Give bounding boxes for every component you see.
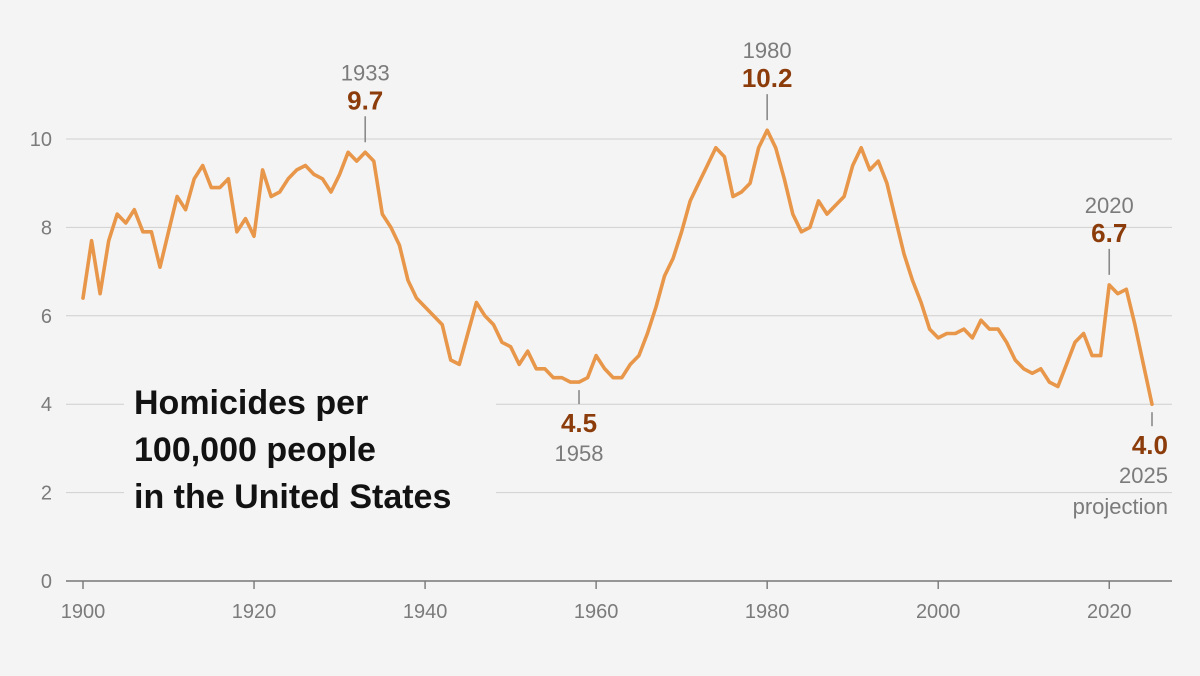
x-tick-label: 1940 [403, 601, 448, 623]
annotation-year: 2020 [1085, 193, 1134, 218]
y-tick-label: 0 [41, 571, 52, 593]
annotation-note: projection [1073, 494, 1168, 519]
series-layer [81, 128, 1154, 407]
y-tick-label: 2 [41, 483, 52, 505]
x-tick-label: 1980 [745, 601, 790, 623]
annotation-value: 4.0 [1132, 430, 1168, 460]
x-tick-label: 1920 [232, 601, 277, 623]
annotation-value: 4.5 [561, 408, 597, 438]
annotation-year: 1958 [555, 441, 604, 466]
x-tick-label: 1960 [574, 601, 619, 623]
x-tick-label: 2020 [1087, 601, 1132, 623]
chart-title-group: Homicides per 100,000 people in the Unit… [124, 378, 496, 522]
x-tick-label: 2000 [916, 601, 961, 623]
y-tick-label: 8 [41, 217, 52, 239]
axes: 0 2 4 6 8 10 1900 1920 1940 1960 1980 2000 2020 [30, 129, 1172, 623]
chart-title-line-2: 100,000 people [134, 431, 376, 469]
chart-title-line-1: Homicides per [134, 384, 368, 422]
chart-title-background [124, 378, 496, 522]
annotation-leaders [364, 94, 1153, 427]
y-tick-label: 4 [41, 394, 52, 416]
y-tick-label: 10 [30, 129, 52, 151]
annotation-value: 6.7 [1091, 218, 1127, 248]
annotation-year: 2025 [1119, 463, 1168, 488]
y-tick-label: 6 [41, 306, 52, 328]
x-tick-label: 1900 [61, 601, 106, 623]
annotation-year: 1980 [743, 38, 792, 63]
annotation-value: 10.2 [742, 63, 793, 93]
annotation-value: 9.7 [347, 85, 383, 115]
annotation-year: 1933 [341, 60, 390, 85]
chart-title-line-3: in the United States [134, 478, 451, 516]
homicide-rate-line [81, 128, 1154, 407]
